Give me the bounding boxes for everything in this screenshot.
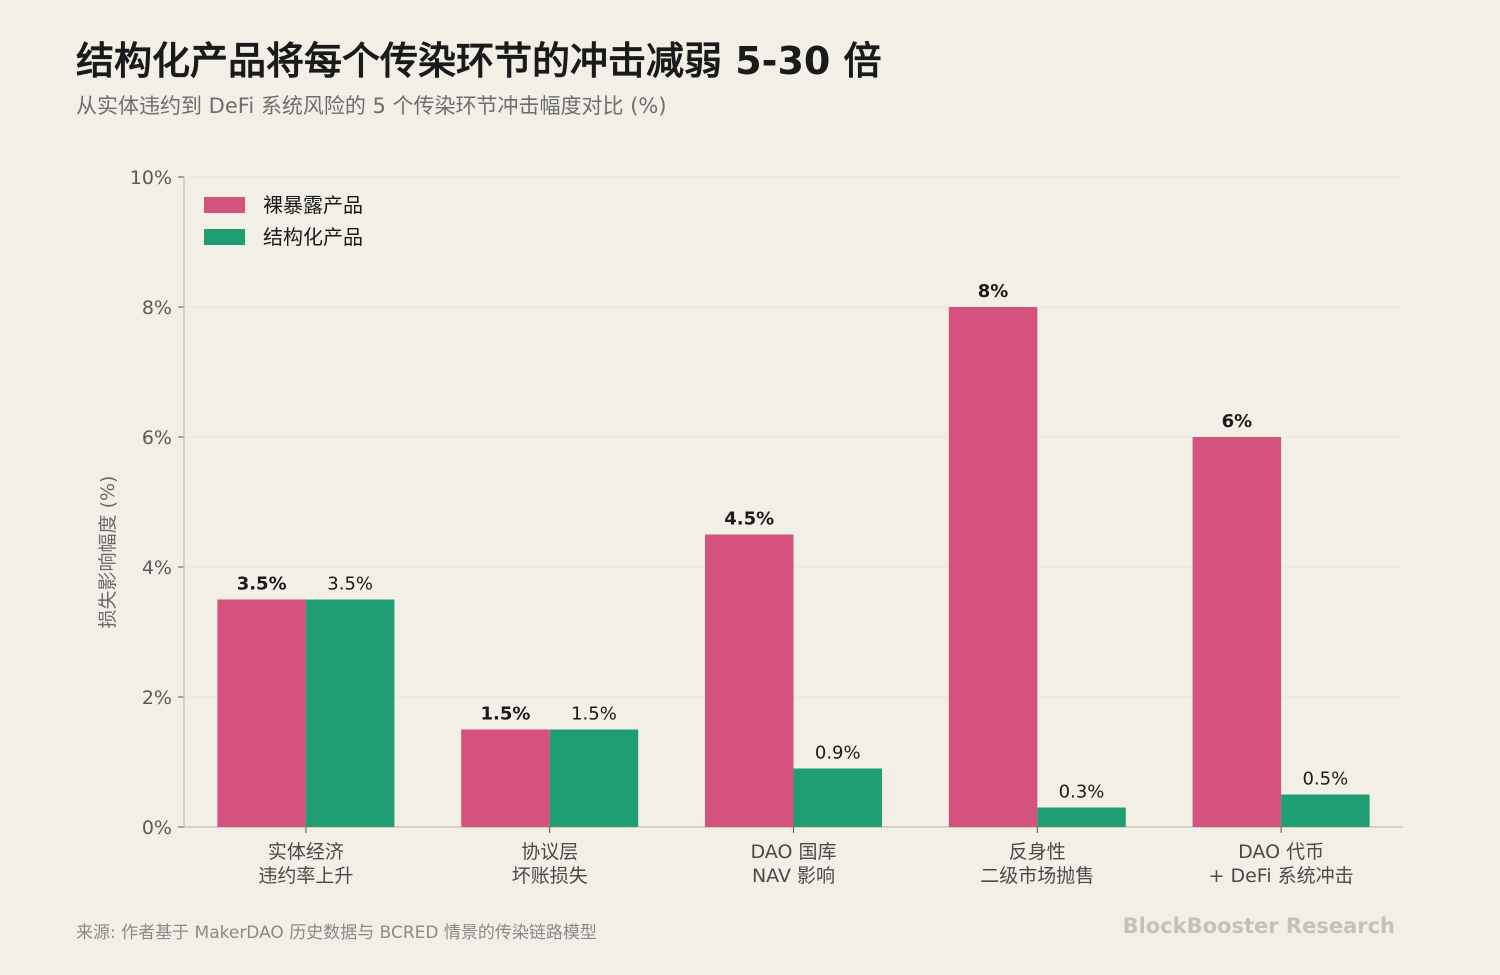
y-tick-label: 8% xyxy=(142,297,172,319)
x-tick-label: 坏账损失 xyxy=(512,865,588,887)
y-tick-label: 2% xyxy=(142,687,172,709)
data-label-exposed: 3.5% xyxy=(237,574,287,595)
x-tick-label: 协议层 xyxy=(521,841,578,863)
brand-watermark: BlockBooster Research xyxy=(1122,914,1395,938)
bar-exposed xyxy=(705,534,794,827)
bar-structured xyxy=(549,729,639,827)
y-tick-label: 6% xyxy=(142,427,172,449)
data-label-structured: 0.5% xyxy=(1302,769,1348,790)
bar-structured xyxy=(1281,794,1370,827)
x-tick-label: 违约率上升 xyxy=(258,865,353,887)
x-tick-label: DAO 代币 xyxy=(1238,841,1324,863)
bar-structured xyxy=(305,599,395,827)
bar-exposed xyxy=(461,729,550,827)
x-tick-label: + DeFi 系统冲击 xyxy=(1209,865,1354,887)
data-label-structured: 0.9% xyxy=(815,743,861,764)
data-label-exposed: 8% xyxy=(978,281,1009,302)
y-tick-label: 10% xyxy=(130,167,172,189)
chart-subtitle: 从实体违约到 DeFi 系统风险的 5 个传染环节冲击幅度对比 (%) xyxy=(76,94,667,118)
chart-title: 结构化产品将每个传染环节的冲击减弱 5-30 倍 xyxy=(76,39,882,83)
data-label-structured: 0.3% xyxy=(1059,782,1105,803)
data-label-exposed: 6% xyxy=(1222,411,1253,432)
y-axis-label: 损失影响幅度 (%) xyxy=(97,476,119,629)
bar-exposed xyxy=(948,307,1038,827)
data-label-exposed: 4.5% xyxy=(724,509,774,530)
x-tick-label: NAV 影响 xyxy=(752,865,835,887)
y-tick-label: 0% xyxy=(142,817,172,839)
x-tick-label: 反身性 xyxy=(1009,841,1066,863)
data-label-exposed: 1.5% xyxy=(480,704,530,725)
bar-exposed xyxy=(1192,437,1282,827)
data-label-structured: 1.5% xyxy=(571,704,617,725)
legend-swatch-exposed xyxy=(204,197,245,213)
bar-structured xyxy=(1037,807,1126,827)
x-tick-label: 二级市场抛售 xyxy=(980,865,1094,887)
source-note: 来源: 作者基于 MakerDAO 历史数据与 BCRED 情景的传染链路模型 xyxy=(76,923,597,943)
legend-label-structured: 结构化产品 xyxy=(263,225,363,249)
x-tick-label: 实体经济 xyxy=(268,841,344,863)
x-tick-label: DAO 国库 xyxy=(751,841,837,863)
bar-exposed xyxy=(217,599,306,827)
data-label-structured: 3.5% xyxy=(327,574,373,595)
legend-swatch-structured xyxy=(204,229,245,245)
bar-structured xyxy=(793,768,882,827)
legend-label-exposed: 裸暴露产品 xyxy=(263,193,363,217)
y-tick-label: 4% xyxy=(142,557,172,579)
